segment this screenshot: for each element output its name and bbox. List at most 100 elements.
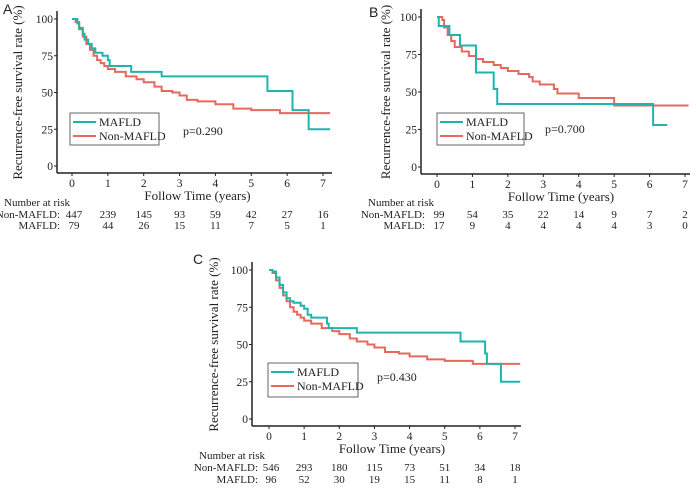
x-tick-label: 5 xyxy=(248,178,254,190)
km-curve-mafld xyxy=(269,269,521,383)
legend-label: Non-MAFLD xyxy=(466,129,533,143)
x-tick-label: 6 xyxy=(647,179,653,191)
risk-row-label: Non-MAFLD: xyxy=(361,209,425,221)
legend-box xyxy=(436,112,525,146)
risk-count: 9 xyxy=(470,220,476,232)
risk-row-label: MAFLD: xyxy=(18,220,60,232)
panel-letter: A xyxy=(3,1,13,17)
risk-count: 14 xyxy=(573,209,585,221)
panel-letter: C xyxy=(193,251,203,267)
x-tick-label: 3 xyxy=(372,431,378,443)
risk-count: 3 xyxy=(647,220,653,232)
risk-count: 99 xyxy=(434,209,446,221)
x-tick-label: 2 xyxy=(336,431,342,443)
risk-count: 34 xyxy=(474,462,486,474)
risk-count: 16 xyxy=(318,209,330,221)
risk-count: 44 xyxy=(102,220,114,232)
risk-count: 0 xyxy=(682,220,688,232)
legend-label: MAFLD xyxy=(297,365,339,379)
km-curve-mafld xyxy=(72,18,331,131)
risk-count: 4 xyxy=(576,220,582,232)
y-tick-label: 25 xyxy=(406,125,418,137)
panel-letter: B xyxy=(369,4,378,20)
risk-count: 180 xyxy=(331,462,348,474)
risk-count: 42 xyxy=(246,209,257,221)
risk-count: 4 xyxy=(611,220,617,232)
x-axis-title: Follow Time (years) xyxy=(339,441,445,456)
x-tick-label: 2 xyxy=(141,178,147,190)
risk-count: 145 xyxy=(135,209,152,221)
risk-row-label: MAFLD: xyxy=(216,474,258,486)
risk-count: 93 xyxy=(174,209,186,221)
risk-table-title: Number at risk xyxy=(199,450,265,462)
risk-count: 11 xyxy=(210,220,221,232)
y-tick-label: 25 xyxy=(237,377,249,389)
x-tick-label: 1 xyxy=(105,178,111,190)
risk-count: 115 xyxy=(366,462,383,474)
risk-count: 59 xyxy=(210,209,222,221)
y-tick-label: 0 xyxy=(242,414,248,426)
risk-count: 546 xyxy=(263,462,280,474)
legend-box xyxy=(69,112,160,146)
y-tick-label: 50 xyxy=(42,88,54,100)
x-tick-label: 7 xyxy=(320,178,326,190)
x-tick-label: 5 xyxy=(442,431,448,443)
y-tick-label: 100 xyxy=(231,265,249,277)
x-tick-label: 6 xyxy=(477,431,483,443)
legend-label: MAFLD xyxy=(99,115,141,129)
y-tick-label: 75 xyxy=(42,51,54,63)
risk-count: 52 xyxy=(299,474,310,486)
risk-count: 5 xyxy=(284,220,290,232)
risk-count: 35 xyxy=(502,209,514,221)
y-tick-label: 100 xyxy=(36,14,54,26)
x-tick-label: 3 xyxy=(540,179,546,191)
x-tick-label: 4 xyxy=(407,431,413,443)
x-tick-label: 4 xyxy=(576,179,582,191)
y-tick-label: 75 xyxy=(406,50,418,62)
y-tick-label: 25 xyxy=(42,124,54,136)
risk-count: 17 xyxy=(434,220,446,232)
risk-count: 96 xyxy=(266,474,278,486)
risk-count: 293 xyxy=(296,462,313,474)
risk-count: 7 xyxy=(647,209,653,221)
risk-count: 54 xyxy=(467,209,479,221)
panel-b: B 0 25 50 75 100 0 1 2 3 4 5 6 7 Follow Time (years) Re… xyxy=(361,4,690,232)
x-tick-label: 7 xyxy=(682,179,688,191)
x-tick-label: 0 xyxy=(266,431,272,443)
risk-count: 7 xyxy=(249,220,255,232)
x-tick-label: 1 xyxy=(470,179,476,191)
risk-count: 15 xyxy=(404,474,416,486)
legend-label: Non-MAFLD xyxy=(297,379,364,393)
y-tick-label: 50 xyxy=(406,87,418,99)
risk-table-title: Number at risk xyxy=(368,197,434,209)
risk-count: 26 xyxy=(138,220,150,232)
risk-count: 30 xyxy=(334,474,346,486)
km-curve-non-mafld xyxy=(72,18,331,115)
x-tick-label: 2 xyxy=(505,179,511,191)
legend-label: Non-MAFLD xyxy=(99,129,166,143)
risk-table-title: Number at risk xyxy=(4,197,70,209)
km-curve-mafld xyxy=(437,16,668,126)
y-tick-label: 100 xyxy=(400,12,418,24)
p-value: p=0.700 xyxy=(545,122,585,136)
y-tick-label: 50 xyxy=(237,340,249,352)
risk-count: 8 xyxy=(477,474,483,486)
x-axis-title: Follow Time (years) xyxy=(508,189,614,204)
y-axis-title: Recurrence-free survival rate (%) xyxy=(10,5,25,179)
risk-count: 73 xyxy=(404,462,416,474)
risk-count: 19 xyxy=(369,474,381,486)
risk-row-label: MAFLD: xyxy=(383,220,425,232)
x-tick-label: 1 xyxy=(301,431,307,443)
risk-count: 51 xyxy=(439,462,450,474)
x-tick-label: 0 xyxy=(434,179,440,191)
risk-count: 2 xyxy=(682,209,688,221)
risk-count: 239 xyxy=(100,209,117,221)
km-curve-non-mafld xyxy=(269,269,521,365)
risk-count: 9 xyxy=(611,209,617,221)
